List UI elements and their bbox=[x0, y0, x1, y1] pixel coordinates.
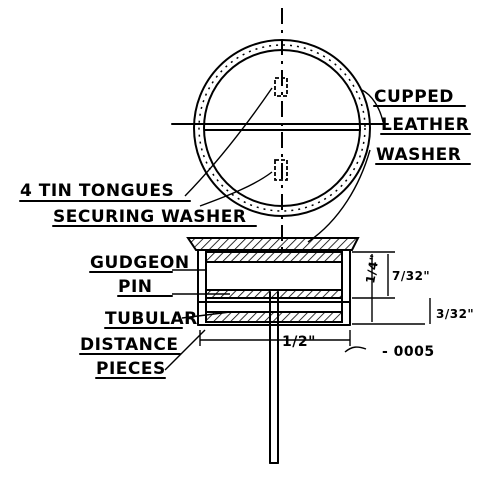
leaders-top bbox=[184, 87, 384, 243]
label-securing-washer: SECURING WASHER bbox=[53, 207, 246, 227]
top-plate bbox=[205, 251, 343, 263]
leaders-section bbox=[164, 269, 231, 371]
label-tubular: TUBULAR bbox=[105, 309, 198, 329]
inner-ring bbox=[203, 49, 361, 207]
dim-seven-32: 7/32" bbox=[392, 269, 430, 283]
label-washer: WASHER bbox=[376, 145, 461, 165]
label-tin-tongues: 4 TIN TONGUES bbox=[20, 181, 174, 201]
label-pin: PIN bbox=[118, 277, 153, 297]
tin-tongue-lower bbox=[274, 159, 288, 181]
label-leather: LEATHER bbox=[381, 115, 469, 135]
outer-ring bbox=[193, 39, 371, 217]
dim-half: 1/2" bbox=[282, 334, 316, 350]
label-distance: DISTANCE bbox=[80, 335, 178, 355]
section-view bbox=[186, 237, 360, 464]
label-gudgeon: GUDGEON bbox=[90, 253, 190, 273]
dim-clearance: - 0005 bbox=[382, 344, 435, 360]
label-cupped: CUPPED bbox=[374, 87, 454, 107]
dim-quarter: 1/4" bbox=[363, 253, 382, 284]
dim-three-32: 3/32" bbox=[436, 307, 474, 321]
dimension-lines bbox=[199, 251, 431, 353]
leather-washer-rim bbox=[186, 237, 360, 251]
tin-tongue-upper bbox=[274, 77, 288, 97]
top-view bbox=[171, 39, 389, 217]
bottom-plate bbox=[205, 311, 343, 323]
label-pieces: PIECES bbox=[96, 359, 166, 379]
